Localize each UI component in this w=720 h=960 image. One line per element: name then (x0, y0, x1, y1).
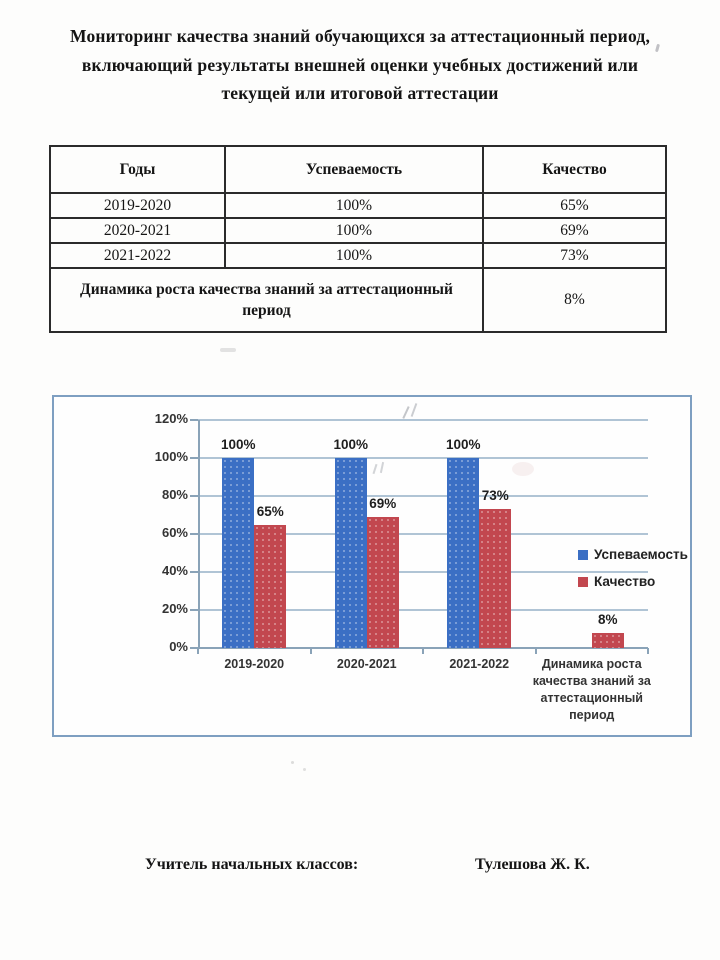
data-label: 8% (597, 611, 618, 627)
y-axis-line (198, 420, 200, 648)
bar-chart: 0% 20% 40% 60% 80% 100% 120% 100% 100% 100% 65% 69%… (52, 395, 692, 737)
title-line: включающий результаты внешней оценки уче… (81, 54, 639, 75)
x-axis-label: 2019-2020 (224, 657, 285, 671)
column-header: Годы (49, 145, 226, 194)
table-cell: 73% (482, 242, 667, 269)
y-axis-label: 120% (154, 411, 188, 426)
table-cell: 100% (224, 217, 484, 244)
y-tick (190, 571, 198, 573)
data-label: 69% (369, 495, 397, 511)
gridline (198, 609, 648, 611)
table-cell: 2021-2022 (49, 242, 226, 269)
results-table: Годы Успеваемость Качество 2019-2020 100% 65… (49, 145, 667, 333)
gridline (198, 419, 648, 421)
x-tick (422, 648, 424, 654)
summary-label-cell: Динамика роста качества знаний за аттест… (49, 267, 484, 333)
x-tick (309, 648, 312, 654)
legend-swatch-icon (578, 576, 588, 587)
summary-row: Динамика роста качества знаний за аттест… (49, 267, 667, 333)
gridline (198, 457, 648, 459)
table-cell: 100% (224, 242, 484, 269)
y-tick (190, 647, 198, 649)
table-cell: 69% (482, 217, 667, 244)
bar-kachestvo (366, 516, 399, 648)
bar-uspevaemost (222, 458, 255, 648)
x-axis-label: 2021-2022 (449, 657, 510, 671)
signature-line: Учитель начальных классов: Тулешова Ж. К… (0, 856, 720, 880)
y-axis-label: 80% (161, 487, 188, 502)
bar-kachestvo (479, 509, 512, 648)
data-label: 65% (256, 503, 284, 519)
y-axis-label: 40% (161, 563, 188, 578)
table-cell: 2020-2021 (49, 217, 226, 244)
table-row: 2019-2020 100% 65% (49, 192, 667, 219)
data-label: 73% (481, 488, 509, 504)
scan-artifact (303, 768, 306, 771)
table-cell: 100% (224, 192, 484, 219)
bar-uspevaemost (447, 458, 480, 648)
bar-kachestvo (591, 632, 624, 648)
footer-teacher-name: Тулешова Ж. К. (475, 856, 590, 873)
y-tick (190, 533, 198, 535)
summary-value-cell: 8% (482, 267, 667, 333)
scan-artifact (220, 348, 236, 352)
x-tick (197, 648, 199, 654)
table-row: 2020-2021 100% 69% (49, 217, 667, 244)
y-tick (190, 609, 198, 611)
legend-item: Качество (578, 574, 655, 589)
data-label: 100% (220, 437, 256, 452)
x-tick (534, 648, 537, 654)
y-axis-label: 20% (161, 601, 188, 616)
gridline (198, 495, 648, 497)
gridline (198, 571, 648, 573)
legend-label: Успеваемость (594, 547, 688, 562)
legend-label: Качество (594, 574, 656, 589)
title-line: Мониторинг качества знаний обучающихся з… (69, 26, 651, 46)
scan-artifact (291, 761, 294, 764)
footer-role-label: Учитель начальных классов: (145, 856, 359, 873)
column-header: Качество (482, 145, 667, 194)
x-axis-label: Динамика роста качества знаний за аттест… (532, 657, 651, 722)
y-tick (190, 495, 198, 497)
data-label: 100% (333, 437, 369, 452)
bar-kachestvo (254, 524, 287, 648)
x-axis-label: 2020-2021 (336, 657, 397, 671)
y-tick (190, 457, 198, 459)
y-tick (190, 419, 198, 421)
data-label: 100% (445, 437, 481, 452)
page-title: Мониторинг качества знаний обучающихся з… (35, 22, 685, 108)
table-cell: 2019-2020 (49, 192, 226, 219)
legend-item: Успеваемость (578, 547, 688, 562)
legend-swatch-icon (578, 549, 588, 560)
table-cell: 65% (482, 192, 667, 219)
y-axis-label: 60% (161, 525, 188, 540)
column-header: Успеваемость (224, 145, 484, 194)
table-row: 2021-2022 100% 73% (49, 242, 667, 269)
title-line: текущей или итоговой аттестации (221, 83, 499, 103)
y-axis-label: 100% (154, 449, 188, 464)
y-axis-label: 0% (169, 639, 188, 654)
bar-uspevaemost (334, 458, 367, 648)
x-tick (647, 648, 649, 654)
gridline (198, 533, 648, 535)
table-header-row: Годы Успеваемость Качество (49, 145, 667, 194)
